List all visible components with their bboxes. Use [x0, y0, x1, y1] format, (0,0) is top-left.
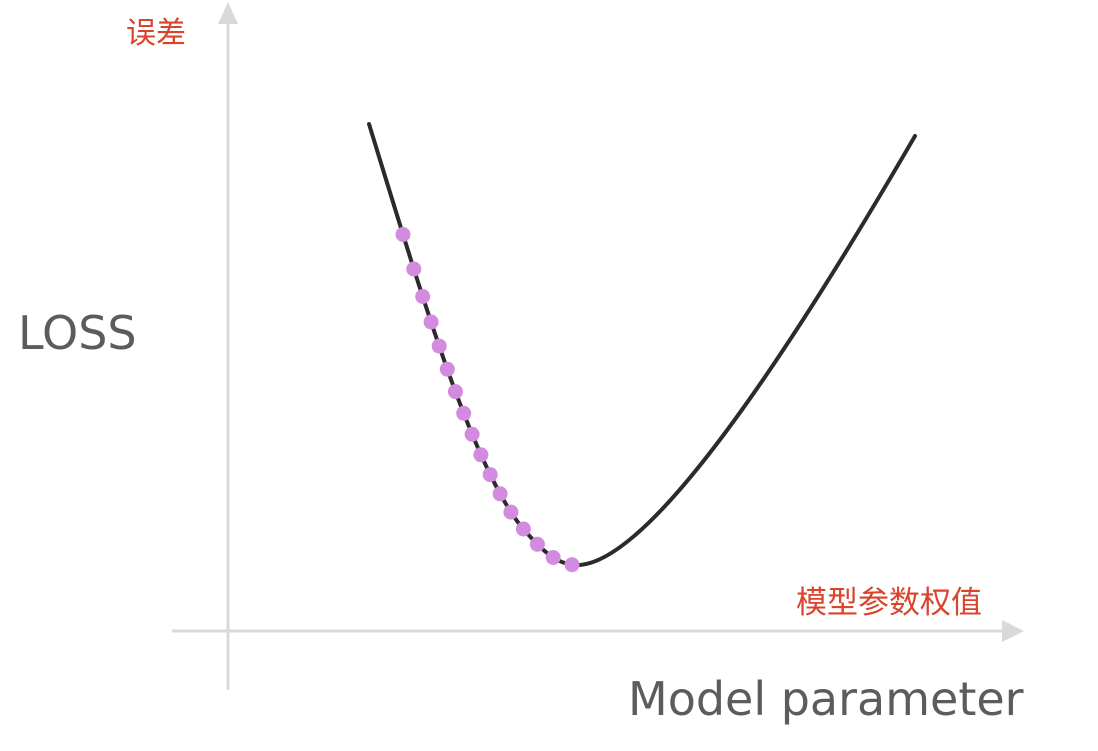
descent-point: [473, 447, 489, 463]
descent-point: [439, 361, 455, 377]
descent-point: [545, 550, 561, 565]
descent-point: [482, 467, 498, 483]
descent-point: [464, 426, 480, 442]
descent-point: [564, 557, 580, 573]
descent-point: [406, 261, 422, 277]
descent-point: [415, 289, 431, 304]
descent-point: [456, 405, 472, 421]
descent-point: [395, 227, 411, 242]
descent-point: [492, 486, 508, 502]
x-axis-arrow: [1002, 620, 1024, 642]
descent-point: [423, 314, 439, 330]
descent-point: [529, 536, 545, 552]
descent-point: [515, 521, 531, 537]
descent-point: [431, 338, 447, 354]
descent-point: [447, 384, 463, 400]
x-axis-label-model-parameter: Model parameter: [628, 672, 1024, 726]
y-axis-label-chinese: 误差: [126, 16, 186, 51]
x-axis-label-chinese: 模型参数权值: [796, 585, 982, 621]
y-axis-arrow: [218, 2, 238, 24]
y-axis-label-loss: LOSS: [18, 306, 137, 360]
loss-curve: [367, 122, 917, 568]
descent-point: [503, 504, 519, 520]
descent-points: [395, 227, 580, 573]
